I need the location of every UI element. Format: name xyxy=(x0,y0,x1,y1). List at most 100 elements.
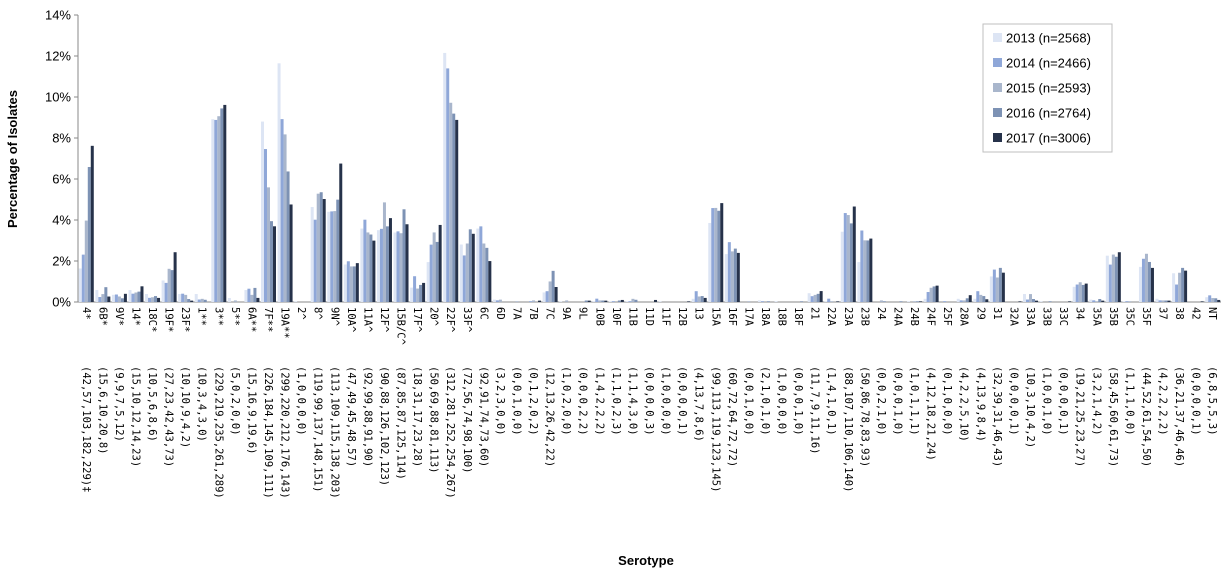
count-label: (10,3,10,4,2) xyxy=(1024,366,1036,448)
bar xyxy=(538,300,542,302)
bar xyxy=(542,292,546,302)
x-tick-label: 35A xyxy=(1090,307,1102,327)
bar xyxy=(114,294,118,302)
bar xyxy=(214,119,218,302)
bar xyxy=(658,301,662,302)
bar xyxy=(601,300,605,302)
bar xyxy=(995,277,999,302)
count-label: (92,99,88,91,90) xyxy=(361,366,373,467)
bar xyxy=(316,193,320,302)
bar xyxy=(1200,301,1204,302)
x-tick-label: 11D xyxy=(643,307,655,326)
x-tick-label: 37 xyxy=(1157,307,1169,320)
bar xyxy=(267,187,270,302)
count-label: (0,0,2,1,0) xyxy=(875,366,887,436)
bar xyxy=(247,288,251,302)
bar xyxy=(1084,283,1088,302)
count-label: (0,0,0,1,0) xyxy=(891,366,903,436)
bar xyxy=(733,248,737,302)
count-label: (10,3,4,3,0) xyxy=(196,366,208,442)
count-label: (50,86,78,83,93) xyxy=(858,366,870,467)
bar xyxy=(736,252,740,302)
count-label: (10,5,6,8,6) xyxy=(146,366,158,442)
bar xyxy=(1039,301,1043,302)
count-label: (4,2,2,5,10) xyxy=(958,366,970,442)
bar xyxy=(1072,286,1076,302)
bar xyxy=(355,263,359,302)
x-tick-label: 17F^ xyxy=(411,307,423,332)
bar xyxy=(405,224,409,302)
bar xyxy=(598,300,602,302)
x-axis-title: Serotype xyxy=(618,553,674,568)
bars xyxy=(78,52,1221,303)
count-label: (90,88,126,102,123) xyxy=(378,366,390,486)
bar xyxy=(1105,255,1109,302)
bar xyxy=(479,226,483,302)
bar xyxy=(1158,300,1162,302)
bar xyxy=(548,281,552,302)
bar xyxy=(190,300,194,302)
x-tick-label: 14* xyxy=(129,307,141,326)
bar xyxy=(107,296,111,302)
x-tick-label: 9N^ xyxy=(328,307,340,326)
bar xyxy=(1089,299,1093,302)
bar xyxy=(277,63,281,303)
bar xyxy=(264,149,267,302)
bar xyxy=(1001,272,1005,302)
bar xyxy=(376,230,380,302)
bar xyxy=(985,299,989,302)
count-label: (0,1,0,0,0) xyxy=(941,366,953,436)
bar xyxy=(157,297,161,302)
bar xyxy=(1172,273,1176,302)
bar xyxy=(529,301,533,302)
legend-box xyxy=(982,23,1113,153)
bar xyxy=(184,294,188,302)
x-tick-label: 6C xyxy=(477,307,489,320)
bar xyxy=(810,296,814,302)
bar xyxy=(697,296,701,302)
x-tick-label: 23F* xyxy=(179,307,191,332)
x-tick-label: 24 xyxy=(875,307,887,320)
bar xyxy=(253,287,257,302)
y-axis-title: Percentage of Isolates xyxy=(5,90,20,228)
bar xyxy=(227,298,231,302)
legend-label: 2015 (n=2593) xyxy=(1006,81,1091,96)
bar xyxy=(379,228,383,302)
count-label: (3,2,3,0,0) xyxy=(494,366,506,436)
count-label: (58,45,60,61,73) xyxy=(1107,366,1119,467)
count-label: (119,99,137,148,151) xyxy=(312,366,324,492)
bar xyxy=(916,301,920,302)
count-label: (299,220,212,176,143) xyxy=(279,366,291,499)
bar xyxy=(333,211,337,302)
bar xyxy=(628,301,632,302)
category-labels: 4* (42,57,103,182,229)‡ 6B* (15,6,10,20,8) 9… xyxy=(80,307,1218,499)
bar xyxy=(816,293,820,302)
count-label: (1,0,0,1,0) xyxy=(1041,366,1053,436)
bar xyxy=(178,294,182,302)
count-label: (3,2,1,4,2) xyxy=(1090,366,1102,436)
bar xyxy=(382,202,386,302)
bar xyxy=(438,224,442,302)
count-label: (1,4,1,0,1) xyxy=(825,366,837,436)
x-tick-label: 25F xyxy=(941,307,953,326)
x-tick-label: 12F^ xyxy=(378,307,390,332)
bar xyxy=(336,199,340,302)
legend-swatch xyxy=(993,58,1002,67)
bar xyxy=(982,296,986,302)
bar xyxy=(1144,253,1148,302)
bar xyxy=(416,288,420,302)
x-tick-label: 20^ xyxy=(428,307,440,326)
bar xyxy=(1092,300,1096,302)
x-tick-label: 19A** xyxy=(279,307,291,339)
bar xyxy=(81,254,85,302)
bar xyxy=(1128,301,1132,302)
bar xyxy=(998,267,1002,302)
bar xyxy=(449,102,453,303)
bar xyxy=(720,203,724,302)
bar xyxy=(559,301,563,302)
bar xyxy=(164,282,168,302)
bar xyxy=(836,301,840,302)
bar xyxy=(1184,270,1188,302)
bar xyxy=(388,218,392,302)
